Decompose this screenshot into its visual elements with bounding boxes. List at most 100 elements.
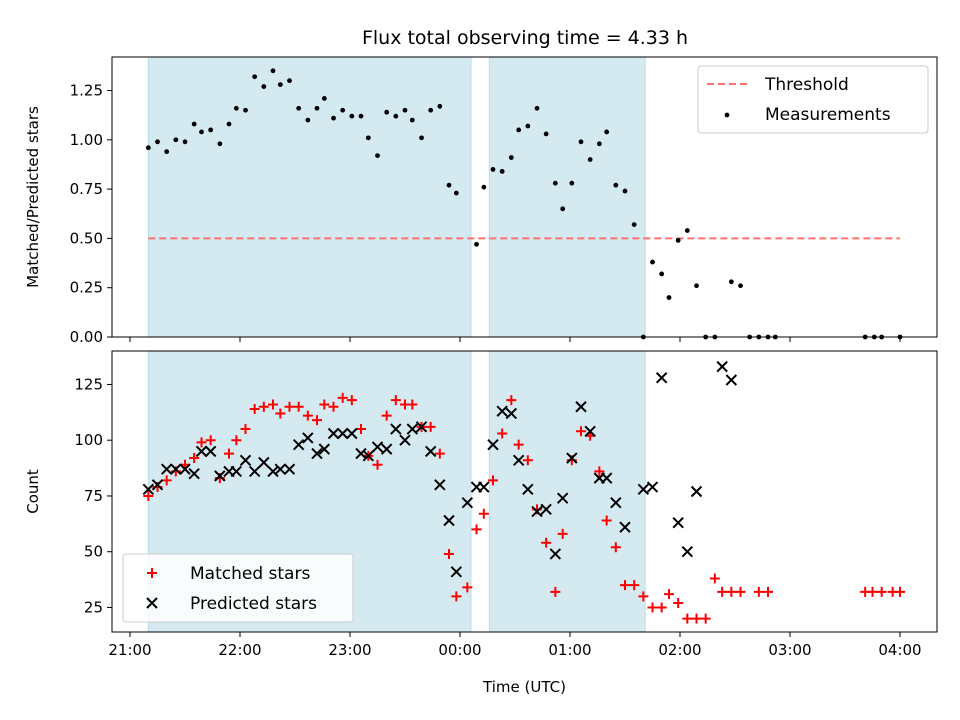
predicted-star-point bbox=[267, 465, 279, 478]
top-y-tick-label: 0.00 bbox=[70, 328, 103, 346]
predicted-star-point bbox=[646, 481, 659, 493]
measurement-point bbox=[552, 180, 558, 186]
matched-star-point bbox=[638, 591, 649, 602]
predicted-star-point bbox=[318, 443, 331, 455]
top-plot-frame bbox=[111, 56, 938, 338]
top-legend-frame bbox=[697, 65, 929, 134]
predicted-star-point bbox=[311, 447, 323, 460]
top-y-axis: 0.00 0.25 0.50 0.75 1.00 1.25 bbox=[70, 82, 112, 346]
matched-star-point bbox=[284, 401, 295, 412]
predicted-star-point bbox=[443, 514, 455, 527]
measurement-point bbox=[349, 113, 355, 119]
measurement-point bbox=[252, 74, 258, 80]
measurement-point bbox=[164, 149, 170, 155]
matched-star-point bbox=[610, 542, 621, 553]
predicted-star-point bbox=[600, 472, 613, 484]
measurement-point bbox=[321, 96, 327, 101]
predicted-star-point bbox=[461, 496, 474, 509]
chart-title: Flux total observing time = 4.33 h bbox=[362, 27, 688, 49]
measurement-point bbox=[631, 222, 637, 228]
matched-star-point bbox=[895, 586, 905, 597]
predicted-star-point bbox=[415, 421, 428, 433]
predicted-star-point bbox=[406, 423, 419, 435]
matched-star-point bbox=[700, 613, 711, 624]
matched-star-point bbox=[682, 613, 693, 624]
top-y-tick-label: 1.25 bbox=[70, 82, 103, 100]
measurement-point bbox=[305, 117, 311, 123]
predicted-star-point bbox=[556, 492, 569, 504]
measurement-point bbox=[393, 113, 399, 119]
matched-star-point bbox=[478, 508, 489, 519]
matched-star-point bbox=[249, 403, 260, 414]
predicted-star-point bbox=[283, 463, 296, 475]
predicted-star-point bbox=[204, 445, 217, 458]
bottom-x-tick-label: 00:00 bbox=[438, 641, 481, 659]
bottom-y-tick-label: 25 bbox=[84, 598, 103, 616]
matched-star-point bbox=[601, 515, 612, 526]
predicted-star-point bbox=[380, 443, 393, 455]
matched-star-point bbox=[425, 421, 436, 432]
predicted-star-point bbox=[655, 372, 668, 384]
predicted-star-point bbox=[399, 434, 411, 446]
measurement-point bbox=[296, 105, 302, 111]
measurement-point bbox=[331, 115, 336, 121]
matched-star-point bbox=[726, 586, 737, 597]
measurement-point bbox=[365, 135, 371, 141]
predicted-star-point bbox=[637, 483, 650, 495]
measurement-point bbox=[155, 139, 160, 145]
predicted-star-point bbox=[540, 503, 552, 516]
predicted-star-point bbox=[188, 467, 200, 480]
matched-star-point bbox=[709, 573, 720, 584]
measurement-point bbox=[738, 283, 743, 289]
predicted-star-point bbox=[170, 463, 182, 475]
matched-star-point bbox=[356, 424, 366, 435]
measurement-point bbox=[474, 241, 479, 247]
matched-star-point bbox=[205, 435, 216, 446]
matched-star-point bbox=[434, 448, 445, 459]
matched-star-point bbox=[753, 586, 764, 597]
matched-star-point bbox=[224, 448, 234, 459]
bottom-legend-frame bbox=[122, 553, 354, 623]
predicted-star-point bbox=[549, 548, 562, 560]
matched-star-point bbox=[372, 459, 383, 470]
measurement-point bbox=[622, 188, 628, 194]
predicted-star-point bbox=[195, 445, 208, 458]
predicted-star-point bbox=[390, 423, 402, 435]
measurement-point bbox=[525, 123, 531, 129]
top-x-axis bbox=[129, 337, 901, 342]
predicted-star-point bbox=[142, 483, 155, 495]
predicted-star-point bbox=[362, 450, 375, 462]
predicted-star-point bbox=[355, 447, 367, 460]
measurement-point bbox=[516, 127, 522, 133]
measurement-point bbox=[508, 155, 514, 160]
matched-star-point bbox=[381, 410, 392, 421]
predicted-star-point bbox=[505, 407, 518, 420]
measurement-point bbox=[243, 107, 248, 113]
predicted-star-point bbox=[151, 479, 164, 491]
bottom-x-tick-label: 22:00 bbox=[218, 641, 261, 659]
predicted-star-point bbox=[681, 546, 694, 558]
measurement-point bbox=[694, 283, 699, 289]
matched-star-point bbox=[471, 524, 482, 535]
measurement-point bbox=[173, 137, 179, 143]
matched-star-point bbox=[867, 586, 878, 597]
predicted-star-point bbox=[566, 452, 578, 464]
matched-star-point bbox=[522, 455, 533, 466]
bottom-x-tick-label: 21:00 bbox=[108, 641, 151, 659]
matched-star-point bbox=[444, 548, 454, 559]
measurement-point bbox=[208, 127, 214, 133]
matched-star-point bbox=[557, 528, 568, 539]
matched-star-point bbox=[691, 613, 702, 624]
matched-star-point bbox=[390, 395, 401, 406]
matched-star-point bbox=[189, 453, 200, 464]
measurement-point bbox=[226, 121, 232, 127]
measurement-point bbox=[287, 78, 292, 84]
measurement-point bbox=[613, 182, 619, 188]
top-y-tick-label: 0.25 bbox=[70, 279, 103, 297]
bottom-x-axis: 21:00 22:00 23:00 00:00 01:00 02:00 03:00 04:00 bbox=[108, 632, 922, 659]
predicted-star-point bbox=[716, 360, 728, 373]
measurement-point bbox=[384, 109, 390, 115]
bottom-plot-frame bbox=[111, 350, 938, 633]
matched-star-point bbox=[576, 426, 586, 437]
predicted-star-point bbox=[522, 483, 534, 495]
